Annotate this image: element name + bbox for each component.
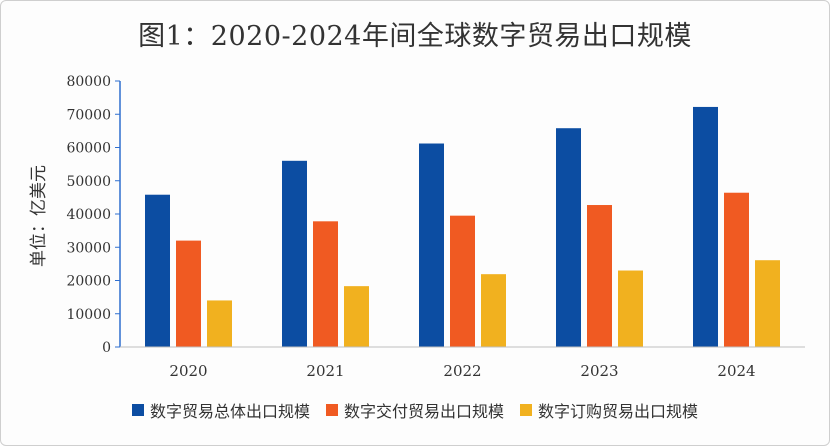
x-axis: 2020 2021 2022 2023 2024 (120, 346, 805, 380)
legend-label: 数字订购贸易出口规模 (538, 402, 699, 421)
y-tick-label: 20000 (66, 274, 111, 290)
bar-2022-series-1 (419, 143, 444, 347)
bar-2021-series-2 (313, 221, 338, 347)
bar-2023-series-2 (587, 205, 612, 347)
legend-swatch (325, 404, 338, 416)
legend: 数字贸易总体出口规模 数字交付贸易出口规模 数字订购贸易出口规模 (0, 398, 830, 422)
bar-2021-series-1 (282, 160, 307, 347)
y-tick-label: 50000 (66, 174, 111, 190)
x-tick-label: 2024 (717, 362, 755, 380)
legend-label: 数字贸易总体出口规模 (149, 402, 310, 421)
legend-item-2: 数字交付贸易出口规模 (325, 398, 504, 422)
bar-2024-series-3 (755, 260, 780, 347)
bars (145, 106, 780, 347)
legend-item-1: 数字贸易总体出口规模 (131, 398, 310, 422)
y-axis: 0 10000 20000 30000 40000 50000 60000 70000 8000… (66, 74, 121, 356)
y-tick-label: 70000 (66, 107, 111, 123)
legend-swatch (131, 404, 144, 416)
y-tick-label: 30000 (66, 240, 111, 256)
y-tick-label: 10000 (66, 307, 111, 323)
x-tick-label: 2021 (306, 362, 344, 380)
y-tick-label: 0 (102, 340, 111, 356)
x-tick-label: 2023 (580, 362, 618, 380)
y-tick-label: 80000 (66, 74, 111, 90)
bar-2020-series-1 (145, 194, 170, 347)
bar-2022-series-3 (481, 274, 506, 347)
bar-2020-series-2 (176, 240, 201, 347)
bar-2023-series-3 (618, 270, 643, 347)
bar-2024-series-1 (693, 106, 718, 347)
legend-label: 数字交付贸易出口规模 (343, 402, 504, 421)
y-tick-label: 40000 (66, 207, 111, 223)
bar-2022-series-2 (450, 215, 475, 347)
x-tick-label: 2022 (443, 362, 481, 380)
x-tick-label: 2020 (169, 362, 207, 380)
legend-swatch (520, 404, 532, 416)
legend-item-3: 数字订购贸易出口规模 (520, 398, 698, 422)
bar-2024-series-2 (724, 192, 749, 347)
chart-title: 图1：2020-2024年间全球数字贸易出口规模 (138, 21, 692, 52)
bar-2020-series-3 (207, 300, 232, 347)
y-axis-label: 单位：亿美元 (29, 165, 49, 267)
y-tick-label: 60000 (66, 141, 111, 157)
bar-2023-series-1 (556, 128, 581, 347)
bar-2021-series-3 (344, 286, 369, 347)
